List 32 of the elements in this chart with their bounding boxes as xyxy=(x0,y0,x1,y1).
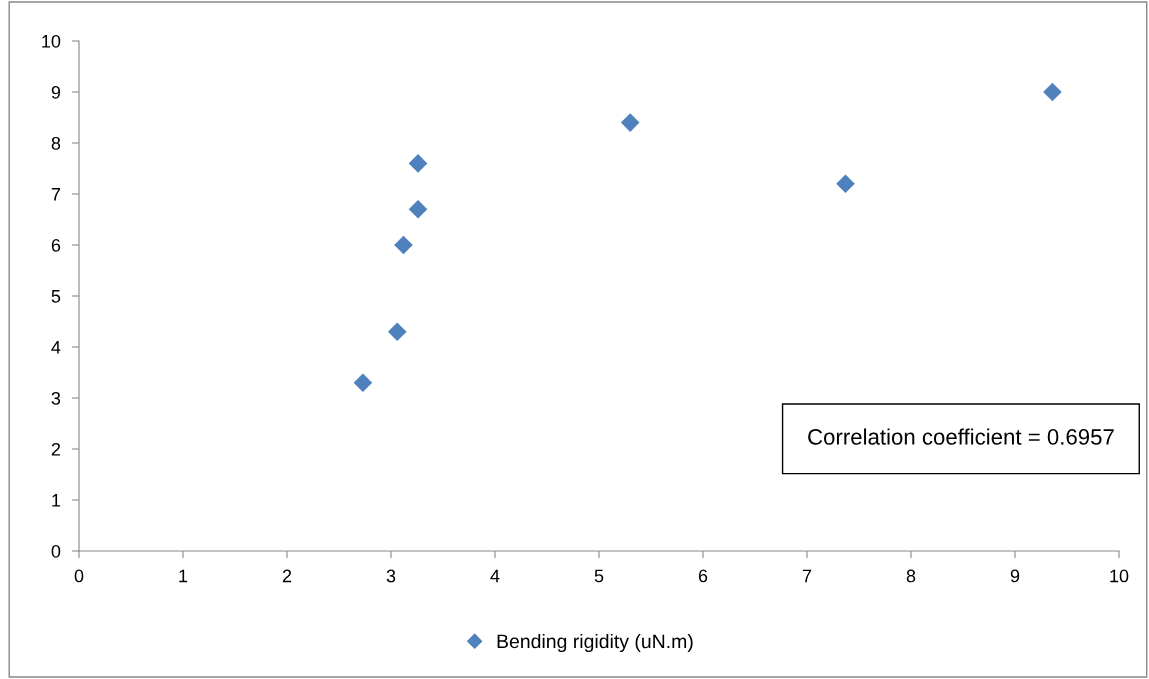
point xyxy=(387,322,407,342)
y-tick-label: 3 xyxy=(51,391,61,405)
point xyxy=(408,199,428,219)
x-tick-label: 8 xyxy=(906,569,916,583)
y-tick-label: 4 xyxy=(51,341,61,354)
y-tick-label: 8 xyxy=(51,136,61,150)
x-tick-label: 1 xyxy=(179,569,188,583)
point xyxy=(353,373,373,393)
point xyxy=(408,154,428,173)
y-tick-label: 1 xyxy=(52,494,61,507)
y-tick-label: 5 xyxy=(51,290,61,303)
annotation: Correlation coefficient = 0.6957 xyxy=(808,428,1114,445)
point xyxy=(1043,82,1062,102)
y-tick-label: 2 xyxy=(51,442,61,456)
y-tick-label: 10 xyxy=(42,34,61,48)
y-tick-label: 6 xyxy=(51,238,61,252)
legend-label: Bending rigidity (uN.m) xyxy=(497,633,693,653)
y-tick-label: 7 xyxy=(51,188,61,201)
x-tick-label: 2 xyxy=(282,569,292,583)
x-tick-label: 0 xyxy=(74,569,84,583)
point xyxy=(836,174,855,194)
y-tick-label: 9 xyxy=(51,85,61,99)
x-tick-label: 9 xyxy=(1010,569,1020,583)
x-tick-label: 4 xyxy=(490,569,500,583)
point xyxy=(394,235,413,255)
x-tick-label: 6 xyxy=(698,569,708,583)
x-tick-label: 10 xyxy=(1110,569,1129,583)
x-tick-label: 3 xyxy=(386,569,396,583)
y-tick-label: 0 xyxy=(51,544,61,558)
point xyxy=(620,113,640,132)
x-tick-label: 5 xyxy=(594,569,604,583)
x-tick-label: 7 xyxy=(802,569,812,583)
